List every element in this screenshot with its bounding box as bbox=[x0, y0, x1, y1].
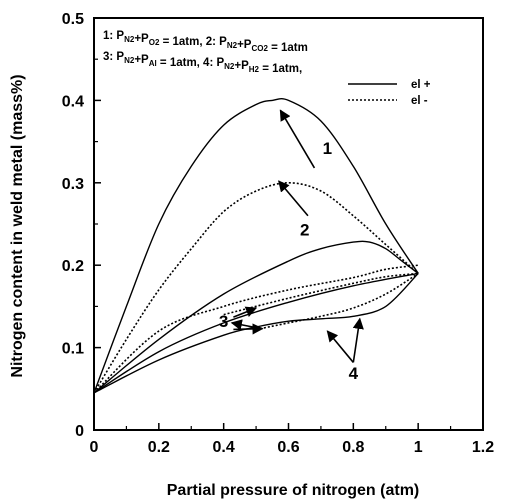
y-tick-label: 0 bbox=[75, 423, 84, 440]
x-tick-label: 0 bbox=[90, 439, 99, 456]
annotation-arrow bbox=[352, 317, 364, 363]
x-tick-label: 0.6 bbox=[277, 439, 299, 456]
series-2-dotted bbox=[93, 264, 419, 394]
series-3-dotted bbox=[223, 272, 419, 316]
x-tick-label: 0.8 bbox=[342, 439, 364, 456]
y-tick-label: 0.3 bbox=[62, 176, 84, 193]
annotation-arrow bbox=[278, 180, 309, 217]
annotation-arrow bbox=[326, 330, 354, 363]
region-label-2: 2 bbox=[300, 221, 309, 240]
y-tick-label: 0.4 bbox=[62, 93, 84, 110]
annotation-line-1: 1: PN2+PO2 = 1atm, 2: PN2+PCO2 = 1atm bbox=[103, 30, 308, 54]
legend-label: el - bbox=[411, 95, 428, 107]
series-4-dotted bbox=[255, 272, 419, 331]
annotations: 1 2 3 4 1: PN2+PO2 = 1atm, 2: PN2+PCO2 = 1at… bbox=[103, 30, 359, 383]
region-label-1: 1 bbox=[323, 139, 332, 158]
y-tick-label: 0.5 bbox=[62, 11, 84, 28]
series-3-solid bbox=[93, 272, 419, 394]
y-axis-label: Nitrogen content in weld metal (mass%) bbox=[9, 74, 26, 377]
y-tick-label: 0.2 bbox=[62, 258, 84, 275]
series-1-solid bbox=[93, 98, 419, 394]
series-2-solid bbox=[93, 240, 419, 394]
region-label-3: 3 bbox=[219, 312, 228, 331]
x-axis-label: Partial pressure of nitrogen (atm) bbox=[167, 482, 420, 499]
annotation-arrows bbox=[230, 109, 364, 363]
x-tick-label: 1.2 bbox=[472, 439, 494, 456]
x-tick-label: 0.2 bbox=[148, 439, 170, 456]
annotation-arrow bbox=[230, 319, 253, 331]
annotation-arrow bbox=[233, 323, 264, 335]
axis-ticks: 0 0.2 0.4 0.6 0.8 1 1.2 0 0.1 0.2 0.3 0.4 0.5 bbox=[62, 11, 494, 456]
series-layer bbox=[93, 98, 419, 394]
series-4-solid bbox=[93, 272, 419, 394]
legend: el + el - bbox=[348, 79, 431, 107]
annotation-arrow bbox=[279, 109, 316, 169]
annotation-arrow bbox=[233, 306, 258, 318]
legend-label: el + bbox=[411, 79, 431, 91]
region-label-4: 4 bbox=[349, 364, 359, 383]
y-tick-label: 0.1 bbox=[62, 341, 84, 358]
annotation-line-2: 3: PN2+PAl = 1atm, 4: PN2+PH2 = 1atm, bbox=[103, 51, 302, 75]
x-tick-label: 0.4 bbox=[213, 439, 235, 456]
x-tick-label: 1 bbox=[414, 439, 423, 456]
series-1-dotted bbox=[93, 181, 419, 394]
